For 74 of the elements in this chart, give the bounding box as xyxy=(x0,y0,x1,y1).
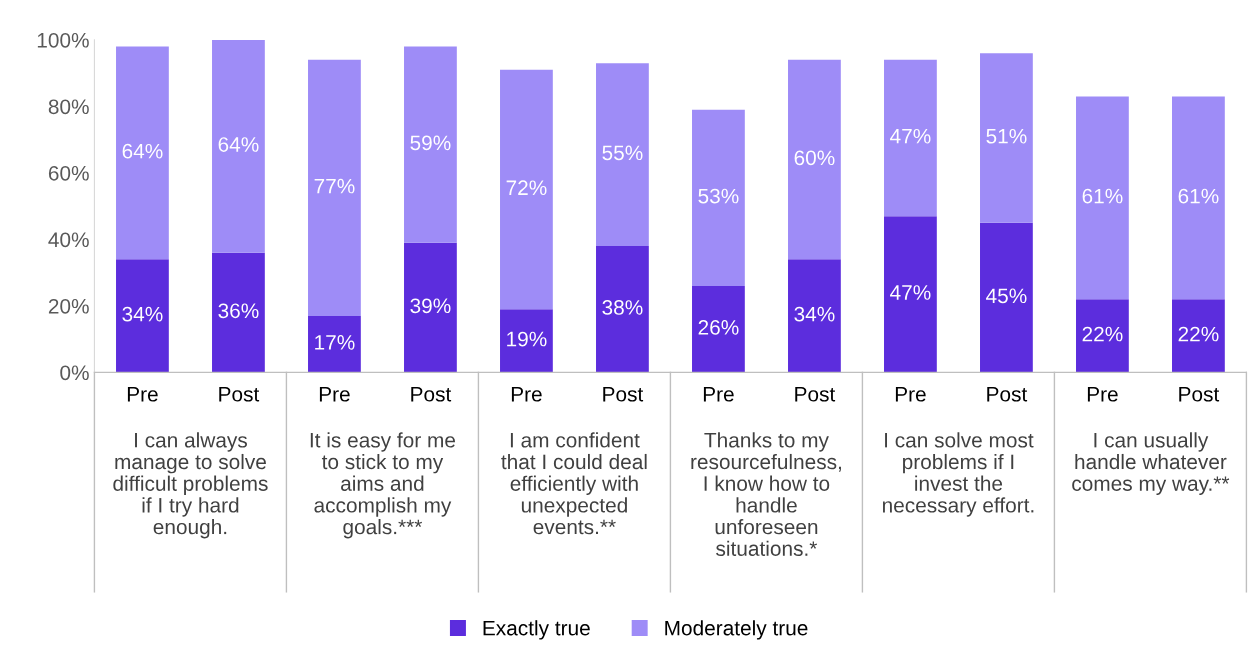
text: I can solve most problems if I invest the necessary effort. xyxy=(882,432,1034,517)
data-label: 53% xyxy=(698,188,739,204)
x-tick-label: Post xyxy=(987,387,1028,402)
bar xyxy=(404,46,457,243)
bar xyxy=(116,46,169,260)
x-tick-label: Post xyxy=(219,387,260,402)
bar xyxy=(308,315,361,373)
bar xyxy=(692,285,745,373)
bar xyxy=(980,222,1033,373)
bar xyxy=(500,309,553,373)
data-label: 55% xyxy=(602,145,643,161)
y-tick-label: 100% xyxy=(37,32,89,48)
x-tick-label: Pre xyxy=(703,387,734,402)
x-tick-label: Pre xyxy=(319,387,350,402)
x-tick-label: Pre xyxy=(1087,387,1118,402)
data-label: 60% xyxy=(794,150,835,166)
legend-label: Moderately true xyxy=(665,620,808,640)
text: I can usually handle whatever comes my way.** xyxy=(1072,432,1230,496)
data-label: 34% xyxy=(794,306,835,322)
data-label: 34% xyxy=(122,306,163,322)
bar xyxy=(1172,299,1225,373)
bar xyxy=(596,63,649,247)
bar xyxy=(404,242,457,373)
bar xyxy=(308,59,361,316)
text: I can always manage to solve difficult problems if I try hard enough. xyxy=(113,432,268,539)
y-tick-label: 80% xyxy=(48,99,89,115)
data-label: 26% xyxy=(698,320,739,335)
x-tick-label: Pre xyxy=(511,387,542,402)
bar xyxy=(596,246,649,373)
bar xyxy=(1172,96,1225,300)
data-label: 59% xyxy=(410,135,451,151)
bar xyxy=(1076,299,1129,373)
y-tick-label: 20% xyxy=(48,298,89,314)
x-tick-label: Post xyxy=(411,387,452,402)
bar xyxy=(116,259,169,373)
bar xyxy=(500,69,553,310)
data-label: 17% xyxy=(315,335,355,350)
data-label: 39% xyxy=(410,298,451,314)
data-label: 64% xyxy=(218,137,259,152)
x-tick-label: Post xyxy=(603,387,644,402)
legend-label: Exactly true xyxy=(483,620,590,640)
bar xyxy=(212,39,265,253)
text: It is easy for me to stick to my aims and accomplish my goals.*** xyxy=(310,432,456,539)
bar xyxy=(884,216,937,373)
data-label: 47% xyxy=(890,285,931,300)
x-tick-label: Post xyxy=(795,387,836,402)
x-tick-label: Pre xyxy=(127,387,158,402)
data-label: 72% xyxy=(506,180,547,196)
data-label: 38% xyxy=(602,300,643,315)
data-label: 47% xyxy=(890,128,931,144)
data-label: 22% xyxy=(1178,326,1219,342)
data-label: 51% xyxy=(986,128,1027,144)
data-label: 61% xyxy=(1178,188,1219,204)
data-label: 64% xyxy=(122,143,163,159)
bar xyxy=(212,252,265,373)
bar xyxy=(1076,96,1129,300)
bar xyxy=(788,259,841,373)
bar xyxy=(692,109,745,286)
bar xyxy=(884,59,937,217)
y-tick-label: 0% xyxy=(60,365,89,381)
data-label: 77% xyxy=(314,178,355,194)
x-tick-label: Pre xyxy=(895,387,926,402)
text: I am confident that I could deal efficiently with unexpected events.** xyxy=(501,432,647,535)
bar xyxy=(788,59,841,260)
x-tick-label: Post xyxy=(1179,387,1220,402)
data-label: 19% xyxy=(507,331,547,347)
text: Thanks to my resourcefulness, I know how to handle unforeseen situations.* xyxy=(691,432,841,556)
data-label: 61% xyxy=(1082,188,1123,204)
data-label: 36% xyxy=(218,303,259,319)
data-label: 22% xyxy=(1082,326,1123,342)
y-tick-label: 40% xyxy=(48,232,89,248)
data-label: 45% xyxy=(986,288,1027,304)
bar xyxy=(980,53,1033,223)
y-tick-label: 60% xyxy=(48,165,89,181)
